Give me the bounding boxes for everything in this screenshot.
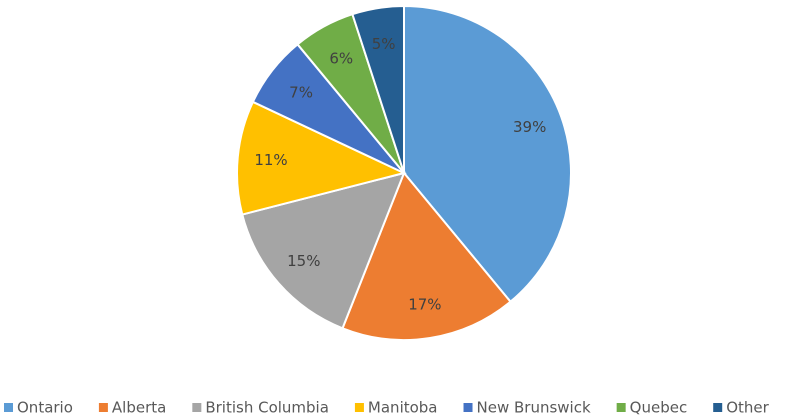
legend-label: Manitoba	[368, 399, 438, 417]
legend-label: Quebec	[630, 399, 688, 417]
legend-marker	[616, 403, 626, 412]
data-label: 7%	[289, 84, 313, 102]
legend-label: Alberta	[112, 399, 166, 417]
pie-slice	[236, 100, 407, 216]
data-label: 6%	[329, 49, 353, 67]
legend-marker	[4, 403, 13, 412]
pie-slice	[351, 4, 405, 174]
legend-label: Ontario	[17, 399, 73, 417]
pie-slice	[341, 171, 512, 341]
data-label: 5%	[372, 35, 396, 53]
legend-label: Other	[726, 399, 769, 417]
legend-marker	[354, 403, 364, 412]
data-label: 11%	[254, 151, 287, 169]
data-label: 15%	[287, 252, 320, 270]
legend-marker	[713, 403, 723, 412]
data-label: 39%	[513, 118, 546, 136]
legend-label: New Brunswick	[477, 399, 591, 417]
legend-label: British Columbia	[205, 399, 329, 417]
legend-marker	[463, 403, 473, 412]
legend-marker	[98, 403, 108, 412]
data-label: 17%	[408, 295, 441, 313]
pie-slice	[403, 4, 573, 304]
legend-marker	[192, 403, 202, 412]
pie-slice	[241, 171, 406, 330]
